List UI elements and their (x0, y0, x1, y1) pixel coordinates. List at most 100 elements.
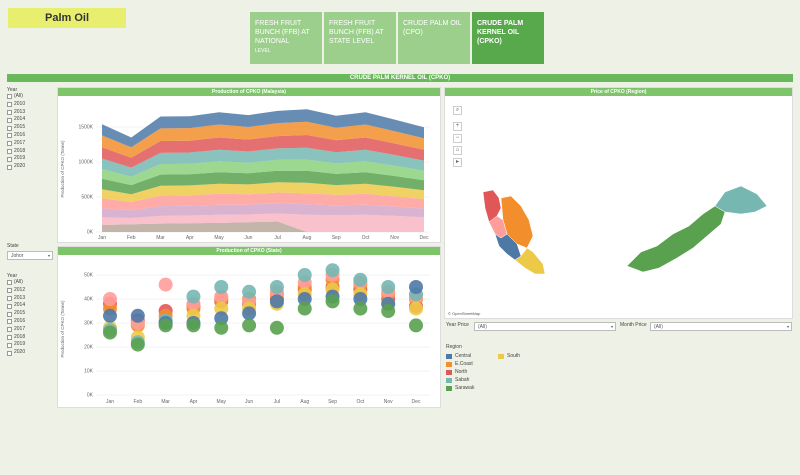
year-option[interactable]: 2016 (7, 132, 55, 140)
scatter-point (353, 272, 368, 287)
checkbox[interactable] (7, 156, 12, 162)
area-series-8 (102, 135, 424, 168)
area-series-0 (102, 221, 424, 232)
year-option[interactable]: 2019 (7, 341, 55, 349)
legend-item-north[interactable]: North (446, 368, 494, 376)
scatter-point (325, 263, 340, 278)
checkbox[interactable] (7, 280, 12, 286)
year-option[interactable]: 2014 (7, 116, 55, 124)
checkbox[interactable] (7, 141, 12, 147)
year-option-label: 2019 (14, 155, 26, 162)
legend-item-south[interactable]: South (498, 352, 546, 360)
legend-label: South (507, 353, 521, 359)
month-price-value: (All) (654, 324, 663, 330)
year-option[interactable]: 2010 (7, 101, 55, 109)
checkbox[interactable] (7, 327, 12, 333)
year-option[interactable]: 2015 (7, 310, 55, 318)
year-option[interactable]: 2013 (7, 109, 55, 117)
scatter-point (297, 268, 312, 282)
zoom-out-icon[interactable]: − (453, 134, 462, 143)
area-series-7 (102, 147, 424, 177)
year-option-label: 2017 (14, 139, 26, 146)
checkbox[interactable] (7, 311, 12, 317)
month-price-select[interactable]: (All) ▾ (650, 322, 792, 331)
checkbox[interactable] (7, 295, 12, 301)
checkbox[interactable] (7, 303, 12, 309)
year-option[interactable]: 2016 (7, 318, 55, 326)
scatter-point (158, 318, 173, 333)
checkbox[interactable] (7, 133, 12, 139)
tab-ffb-state[interactable]: FRESH FRUIT BUNCH (FFB) AT STATE LEVEL (324, 12, 396, 64)
checkbox[interactable] (7, 342, 12, 348)
year-option[interactable]: 2017 (7, 140, 55, 148)
year-option[interactable]: 2020 (7, 163, 55, 171)
checkbox[interactable] (7, 350, 12, 356)
checkbox[interactable] (7, 109, 12, 115)
scatter-point (325, 294, 340, 309)
year-option[interactable]: 2013 (7, 295, 55, 303)
scatter-point (269, 280, 284, 294)
year-option[interactable]: 2019 (7, 155, 55, 163)
tab-ffb-national[interactable]: FRESH FRUIT BUNCH (FFB) AT NATIONAL LEVE… (250, 12, 322, 64)
pin-icon[interactable]: ▸ (453, 158, 462, 167)
checkbox[interactable] (7, 334, 12, 340)
x-tick-label: Nov (384, 399, 393, 405)
x-tick-label: Nov (390, 235, 399, 241)
area-chart-panel: Production of CPKO (Malaysia) 0K 500K 1000… (57, 87, 441, 243)
y-axis-label: Production of CPKO (Tonne) (60, 140, 65, 198)
year-option[interactable]: 2014 (7, 302, 55, 310)
checkbox[interactable] (7, 148, 12, 154)
legend-item-central[interactable]: Central (446, 352, 494, 360)
tab-label: CRUDE PALM KERNEL OIL (CPKO) (477, 20, 524, 45)
region-sarawak (626, 205, 726, 273)
scatter-point (214, 311, 229, 326)
year-option[interactable]: 2015 (7, 124, 55, 132)
year-option-label: (All) (14, 279, 23, 285)
checkbox[interactable] (7, 125, 12, 131)
year-option[interactable]: 2018 (7, 334, 55, 342)
scatter-point (409, 318, 423, 333)
scatter-point (214, 320, 229, 335)
scatter-chart-panel: Production of CPKO (State) 0K 10K 20K 30K 40… (57, 246, 441, 408)
checkbox[interactable] (7, 102, 12, 108)
checkbox[interactable] (7, 288, 12, 294)
scatter-point (103, 308, 117, 323)
year-option[interactable]: 2012 (7, 287, 55, 295)
region-sabah (714, 185, 768, 215)
year-option-label: 2014 (14, 302, 26, 309)
tab-cpo[interactable]: CRUDE PALM OIL (CPO) (398, 12, 470, 64)
year-option-label: 2013 (14, 294, 26, 301)
state-select[interactable]: Johor ▾ (7, 251, 53, 260)
year-price-value: (All) (478, 324, 487, 330)
tab-cpko[interactable]: CRUDE PALM KERNEL OIL (CPKO) (472, 12, 544, 64)
year-option-label: 2020 (14, 163, 26, 170)
legend-item-e-coast[interactable]: E.Coast (446, 360, 494, 368)
state-filter-title: State (7, 243, 19, 249)
area-chart-title: Production of CPKO (Malaysia) (58, 88, 440, 96)
legend-item-sarawak[interactable]: Sarawak (446, 384, 494, 392)
year-option[interactable]: 2020 (7, 349, 55, 357)
zoom-in-icon[interactable]: + (453, 122, 462, 131)
year-option-label: 2016 (14, 317, 26, 324)
map-canvas[interactable] (445, 96, 792, 318)
region-legend-col2: South (498, 352, 546, 360)
home-icon[interactable]: ⌂ (453, 146, 462, 155)
year-price-select[interactable]: (All) ▾ (474, 322, 616, 331)
checkbox[interactable] (7, 164, 12, 170)
legend-label: E.Coast (455, 361, 473, 367)
year-option[interactable]: (All) (7, 279, 55, 287)
search-icon[interactable]: ⌕ (453, 106, 462, 115)
scatter-point (297, 301, 312, 316)
year-option[interactable]: (All) (7, 93, 55, 101)
scatter-point (186, 289, 201, 304)
year-option[interactable]: 2017 (7, 326, 55, 334)
checkbox[interactable] (7, 94, 12, 100)
year-option-label: 2018 (14, 333, 26, 340)
year-option-label: 2016 (14, 131, 26, 138)
year-option[interactable]: 2018 (7, 148, 55, 156)
checkbox[interactable] (7, 319, 12, 325)
tab-sublabel: LEVEL (255, 48, 271, 54)
area-chart: 0K 500K 1000K 1500K Production of CPKO (Tonn… (60, 109, 430, 241)
checkbox[interactable] (7, 117, 12, 123)
legend-item-sabah[interactable]: Sabah (446, 376, 494, 384)
